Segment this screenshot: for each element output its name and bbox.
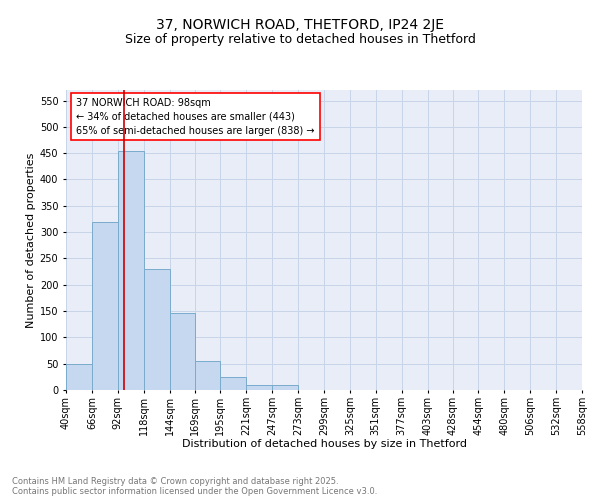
Bar bbox=[194, 361, 220, 390]
Y-axis label: Number of detached properties: Number of detached properties bbox=[26, 152, 35, 328]
Bar bbox=[118, 150, 143, 390]
Text: 37, NORWICH ROAD, THETFORD, IP24 2JE: 37, NORWICH ROAD, THETFORD, IP24 2JE bbox=[156, 18, 444, 32]
Bar bbox=[143, 269, 170, 390]
Bar bbox=[92, 222, 118, 390]
X-axis label: Distribution of detached houses by size in Thetford: Distribution of detached houses by size … bbox=[182, 439, 467, 449]
Bar bbox=[220, 377, 247, 390]
Bar bbox=[66, 364, 92, 390]
Text: 37 NORWICH ROAD: 98sqm
← 34% of detached houses are smaller (443)
65% of semi-de: 37 NORWICH ROAD: 98sqm ← 34% of detached… bbox=[76, 98, 315, 136]
Bar bbox=[272, 384, 298, 390]
Text: Size of property relative to detached houses in Thetford: Size of property relative to detached ho… bbox=[125, 32, 475, 46]
Bar bbox=[247, 384, 272, 390]
Text: Contains HM Land Registry data © Crown copyright and database right 2025.
Contai: Contains HM Land Registry data © Crown c… bbox=[12, 476, 377, 496]
Bar bbox=[170, 312, 196, 390]
